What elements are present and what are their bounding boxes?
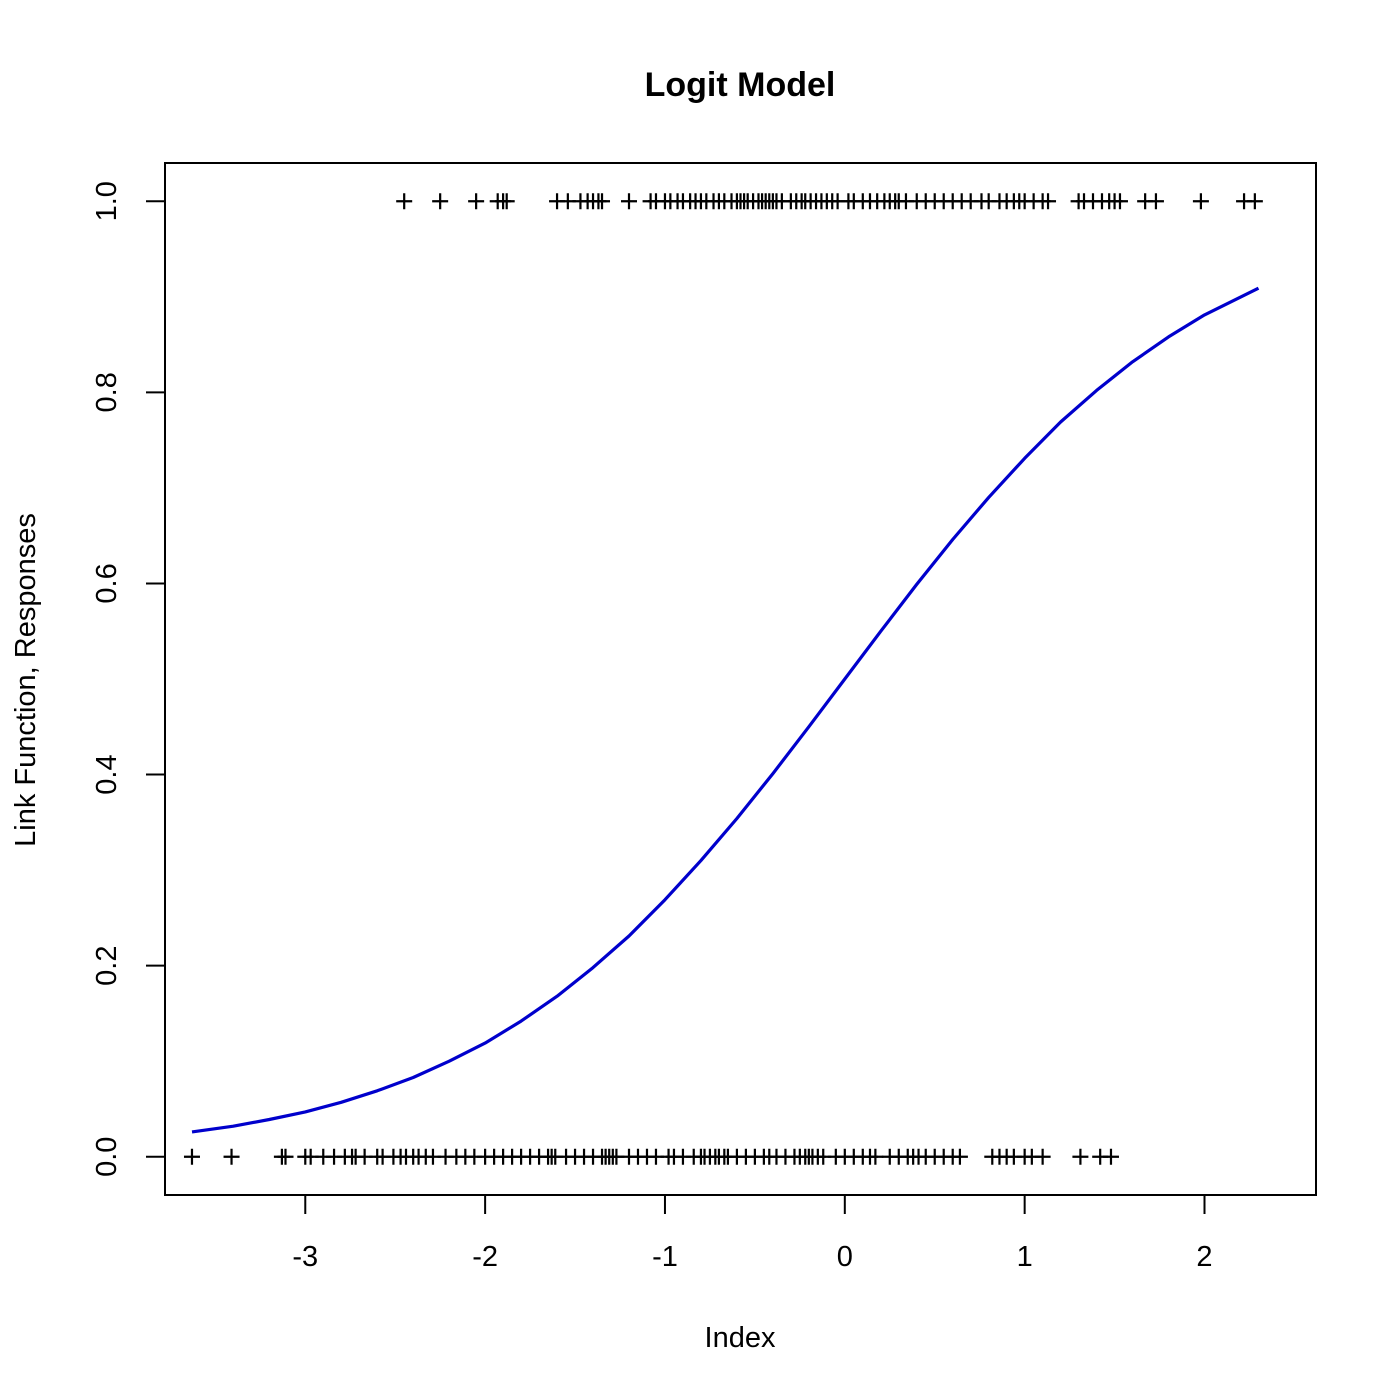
response-point-one <box>620 193 637 210</box>
x-tick-label: -2 <box>472 1241 498 1273</box>
response-point-zero <box>277 1148 294 1165</box>
y-axis-label: Link Function, Responses <box>10 513 42 847</box>
x-tick-label: -3 <box>292 1241 318 1273</box>
plot-frame <box>164 162 1317 1196</box>
link-function-curve <box>191 286 1260 1134</box>
x-tick-label: 2 <box>1196 1241 1212 1273</box>
response-point-one <box>1111 193 1128 210</box>
response-point-zero <box>1034 1148 1051 1165</box>
response-points <box>183 193 1263 1165</box>
x-tick-label: 0 <box>837 1241 853 1273</box>
response-point-one <box>432 193 449 210</box>
y-tick-label: 0.2 <box>91 946 123 986</box>
response-point-one <box>1040 193 1057 210</box>
response-point-zero <box>951 1148 968 1165</box>
response-point-zero <box>1072 1148 1089 1165</box>
y-tick-label: 0.8 <box>91 372 123 412</box>
response-point-zero <box>223 1148 240 1165</box>
link-function-curve-group <box>191 286 1260 1134</box>
response-point-one <box>1246 193 1263 210</box>
response-point-zero <box>867 1148 884 1165</box>
response-point-one <box>1147 193 1164 210</box>
x-axis-label: Index <box>705 1322 776 1354</box>
y-axis: 0.0 0.2 0.4 0.6 0.8 1.0 <box>91 181 166 1177</box>
chart-title: Logit Model <box>645 66 836 104</box>
x-tick-label: 1 <box>1017 1241 1033 1273</box>
y-tick-label: 0.6 <box>91 563 123 603</box>
y-tick-label: 1.0 <box>91 181 123 221</box>
x-axis: -3 -2 -1 0 1 2 <box>292 1194 1213 1273</box>
response-point-one <box>1192 193 1209 210</box>
response-point-one <box>468 193 485 210</box>
response-point-one <box>498 193 515 210</box>
response-point-zero <box>183 1148 200 1165</box>
response-point-one <box>396 193 413 210</box>
response-point-one <box>594 193 611 210</box>
x-tick-label: -1 <box>652 1241 678 1273</box>
response-point-zero <box>1102 1148 1119 1165</box>
y-tick-label: 0.0 <box>91 1137 123 1177</box>
y-tick-label: 0.4 <box>91 754 123 794</box>
